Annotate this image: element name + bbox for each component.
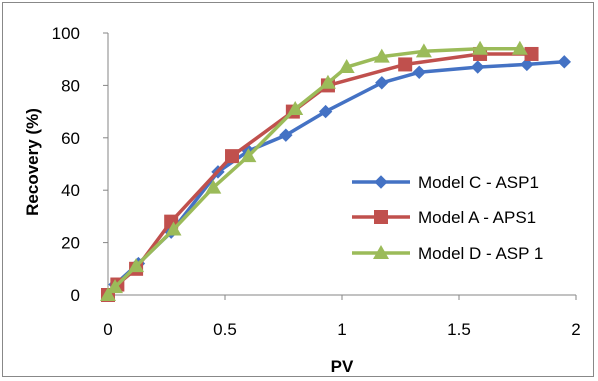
data-point — [375, 76, 389, 90]
legend-entry-2: Model A - APS1 — [352, 208, 536, 227]
legend-label: Model C - ASP1 — [418, 173, 539, 192]
y-tick-label: 100 — [52, 24, 80, 43]
x-tick-label: 0 — [103, 320, 112, 339]
data-point — [279, 128, 293, 142]
legend-entry-3: Model D - ASP 1 — [352, 244, 543, 263]
data-point — [557, 55, 572, 69]
data-point — [240, 148, 257, 163]
data-point — [107, 279, 124, 294]
data-point — [520, 57, 534, 72]
y-axis-title: Recovery (%) — [23, 108, 42, 216]
legend-marker — [373, 245, 389, 259]
data-point — [472, 40, 489, 55]
data-point — [205, 179, 222, 194]
legend-label: Model A - APS1 — [418, 208, 536, 227]
data-point — [319, 74, 336, 89]
x-axis-title: PV — [331, 357, 354, 376]
data-point — [511, 40, 528, 55]
legend-marker — [374, 210, 388, 224]
legend-marker — [374, 175, 388, 189]
data-point — [318, 104, 333, 119]
series-3 — [100, 40, 528, 301]
y-tick-label: 20 — [61, 234, 80, 253]
data-point — [225, 149, 240, 164]
x-tick-label: 1 — [337, 320, 346, 339]
data-point — [128, 258, 145, 273]
data-point — [287, 100, 304, 115]
y-tick-label: 60 — [61, 129, 80, 148]
y-tick-label: 0 — [71, 286, 80, 305]
x-tick-label: 2 — [571, 320, 580, 339]
axes: 0 20 40 60 80 100 0 0.5 1 1.5 2 — [52, 24, 581, 339]
x-tick-label: 1.5 — [447, 320, 471, 339]
legend-entry-1: Model C - ASP1 — [352, 173, 539, 192]
y-tick-label: 40 — [61, 181, 80, 200]
data-point — [373, 48, 390, 63]
series-layer — [100, 40, 572, 302]
data-point — [471, 60, 485, 74]
x-tick-label: 0.5 — [213, 320, 237, 339]
legend-label: Model D - ASP 1 — [418, 244, 543, 263]
data-point — [165, 221, 182, 236]
data-point — [100, 287, 116, 301]
data-point — [412, 65, 426, 80]
y-tick-label: 80 — [61, 76, 80, 95]
legend: Model C - ASP1 Model A - APS1 Model D - AS… — [352, 173, 543, 263]
data-point — [415, 43, 432, 58]
data-point — [524, 46, 539, 61]
data-point — [338, 59, 355, 74]
data-point — [398, 57, 413, 72]
